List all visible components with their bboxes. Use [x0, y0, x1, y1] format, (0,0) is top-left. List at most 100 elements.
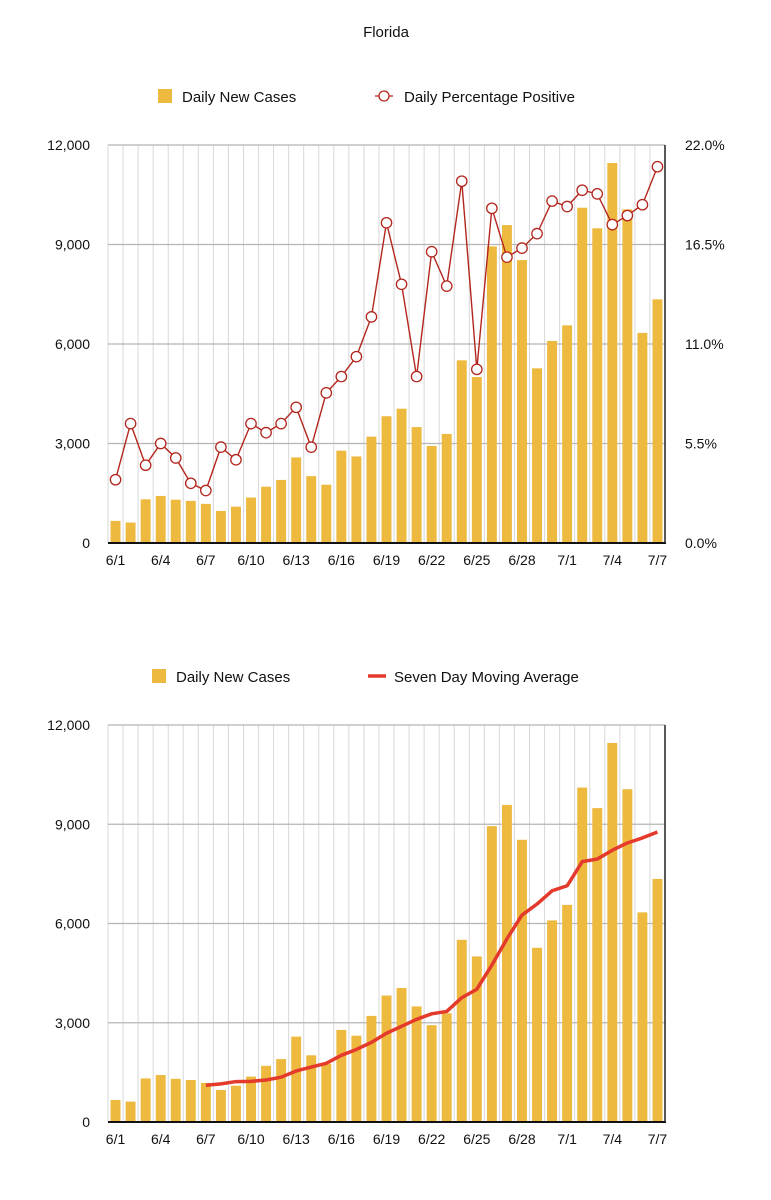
bar-daily-new-cases [321, 1063, 332, 1122]
y-tick-label-left: 12,000 [47, 717, 90, 733]
chart-1-plot: 0 0.0% 3,000 5.5% 6,000 11.0% 9,000 16.5% 12,000… [47, 137, 725, 568]
bar-daily-new-cases [170, 499, 181, 543]
x-tick-label: 6/19 [373, 1131, 400, 1147]
bar-daily-new-cases [110, 520, 121, 543]
bar-daily-new-cases [592, 228, 603, 543]
bar-daily-new-cases [246, 1076, 256, 1122]
bar-daily-new-cases [637, 912, 648, 1122]
y-tick-label-left: 6,000 [55, 336, 90, 352]
point-daily-percentage-positive [651, 160, 664, 173]
y-tick-label-right: 5.5% [685, 436, 717, 452]
bar-daily-new-cases [441, 1013, 452, 1122]
point-daily-percentage-positive [305, 441, 318, 453]
bar-daily-new-cases [652, 299, 663, 543]
y-tick-label-right: 22.0% [685, 137, 725, 153]
point-daily-percentage-positive [501, 251, 513, 264]
point-daily-percentage-positive [290, 401, 303, 414]
bar-daily-new-cases [185, 1079, 196, 1122]
x-tick-label: 6/7 [196, 552, 216, 568]
bar-daily-new-cases [441, 433, 452, 543]
y-tick-label-left: 3,000 [55, 436, 90, 452]
chart-title: Florida [363, 24, 410, 41]
x-tick-label: 7/7 [648, 552, 668, 568]
point-daily-percentage-positive [139, 459, 152, 472]
point-daily-percentage-positive [606, 218, 619, 231]
point-daily-percentage-positive [245, 417, 257, 430]
bar-daily-new-cases [411, 1006, 422, 1122]
point-daily-percentage-positive [230, 453, 242, 466]
x-tick-label: 6/13 [283, 1131, 310, 1147]
bar-daily-new-cases [577, 207, 588, 543]
bar-daily-new-cases [291, 457, 302, 543]
bar-daily-new-cases [607, 162, 618, 544]
bar-daily-new-cases [547, 920, 558, 1122]
point-daily-percentage-positive [531, 227, 543, 240]
point-daily-percentage-positive [425, 245, 438, 258]
line-seven-day-moving-average [205, 830, 659, 1087]
bar-daily-new-cases [381, 416, 392, 543]
bar-daily-new-cases [486, 826, 497, 1122]
bar-daily-new-cases [200, 1082, 211, 1122]
bar-daily-new-cases [607, 742, 618, 1122]
x-tick-label: 6/22 [418, 1131, 445, 1147]
bar-daily-new-cases [336, 450, 347, 543]
bar-daily-new-cases [336, 1029, 347, 1122]
bar-daily-new-cases [185, 500, 196, 543]
bar-daily-new-cases [321, 484, 332, 543]
point-daily-percentage-positive [621, 209, 634, 222]
x-tick-label: 7/4 [603, 552, 623, 568]
x-tick-label: 6/25 [463, 1131, 490, 1147]
legend-label-cases: Daily New Cases [182, 89, 296, 106]
x-tick-label: 6/13 [283, 552, 310, 568]
bar-daily-new-cases [261, 486, 272, 543]
bar-daily-new-cases [291, 1036, 302, 1122]
x-tick-label: 6/4 [151, 1131, 171, 1147]
bar-daily-new-cases [351, 1035, 362, 1122]
point-daily-percentage-positive [260, 426, 272, 439]
bar-daily-new-cases [456, 360, 467, 543]
x-tick-label: 6/7 [196, 1131, 216, 1147]
bar-daily-new-cases [215, 510, 226, 543]
bar-daily-new-cases [532, 947, 543, 1122]
bar-daily-new-cases [230, 1085, 241, 1122]
bar-daily-new-cases [276, 479, 287, 543]
point-daily-percentage-positive [576, 184, 589, 197]
bar-daily-new-cases [366, 1015, 377, 1122]
x-tick-label: 7/1 [557, 1131, 577, 1147]
bar-daily-new-cases [261, 1065, 272, 1122]
point-daily-percentage-positive [109, 473, 122, 486]
bar-daily-new-cases [125, 522, 136, 543]
bar-daily-new-cases [547, 340, 558, 543]
bar-daily-new-cases [471, 956, 482, 1122]
bar-daily-new-cases [155, 1075, 166, 1122]
legend-label-cases-2: Daily New Cases [176, 669, 290, 686]
bar-daily-new-cases [562, 325, 573, 543]
bar-daily-new-cases [637, 332, 648, 543]
bar-daily-new-cases [125, 1101, 136, 1122]
x-tick-label: 7/4 [603, 1131, 623, 1147]
bar-daily-new-cases [200, 503, 211, 543]
legend-label-ma: Seven Day Moving Average [394, 669, 579, 686]
point-daily-percentage-positive [154, 437, 167, 450]
point-daily-percentage-positive [200, 484, 212, 497]
x-tick-label: 6/4 [151, 552, 171, 568]
bar-daily-new-cases [140, 1078, 151, 1122]
bar-daily-new-cases [532, 368, 543, 543]
x-tick-label: 6/1 [106, 552, 126, 568]
x-tick-label: 7/7 [648, 1131, 668, 1147]
bar-daily-new-cases [396, 988, 407, 1122]
point-daily-percentage-positive [350, 350, 363, 363]
y-tick-label-left: 0 [82, 1114, 90, 1130]
bar-daily-new-cases [652, 878, 663, 1122]
point-daily-percentage-positive [561, 200, 573, 213]
x-tick-label: 6/19 [373, 552, 400, 568]
y-tick-label-left: 3,000 [55, 1015, 90, 1031]
legend-bar-swatch [158, 89, 172, 103]
bar-daily-new-cases [306, 476, 317, 543]
x-tick-label: 6/25 [463, 552, 490, 568]
x-tick-label: 6/22 [418, 552, 445, 568]
bar-daily-new-cases [155, 495, 166, 543]
point-daily-percentage-positive [470, 363, 483, 376]
point-daily-percentage-positive [320, 386, 333, 399]
